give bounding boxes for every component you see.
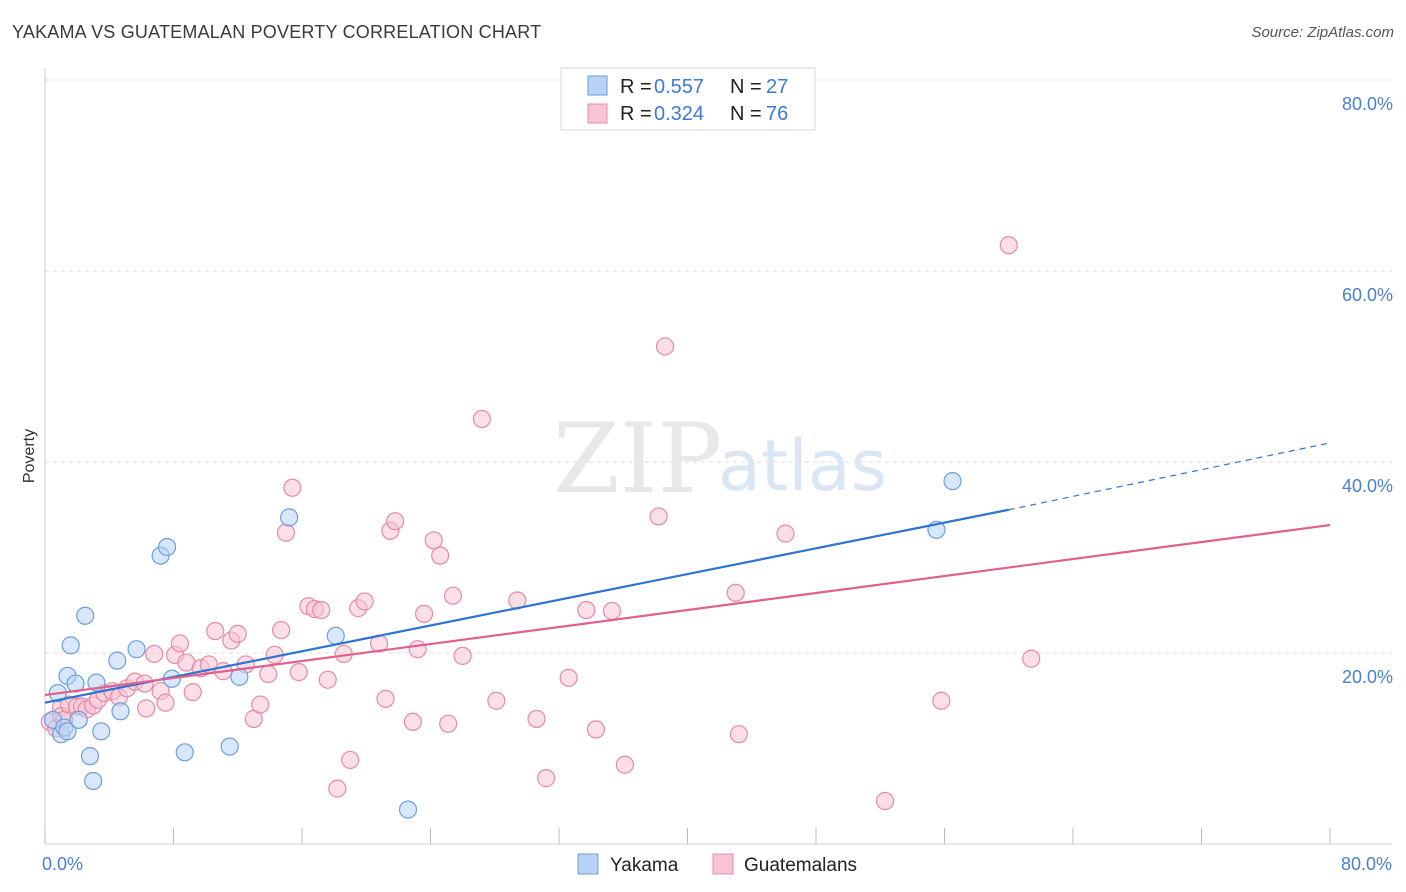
watermark: ZIP atlas bbox=[553, 403, 887, 515]
legend-r-label-guatemalans: R = bbox=[620, 103, 652, 125]
y-tick-label-3: 80.0% bbox=[1342, 94, 1393, 114]
point-guatemalans-77 bbox=[932, 691, 951, 710]
point-guatemalans-17 bbox=[137, 699, 156, 718]
legend-r-value-yakama: 0.557 bbox=[654, 76, 704, 98]
point-guatemalans-69 bbox=[602, 601, 622, 621]
legend-r-value-guatemalans: 0.324 bbox=[654, 103, 704, 125]
point-guatemalans-57 bbox=[431, 546, 450, 565]
bottom-legend-guatemalans: Guatemalans bbox=[744, 855, 857, 876]
point-guatemalans-61 bbox=[472, 409, 491, 429]
point-guatemalans-37 bbox=[276, 523, 296, 542]
point-guatemalans-79 bbox=[1022, 649, 1041, 668]
point-guatemalans-75 bbox=[776, 524, 795, 543]
point-guatemalans-71 bbox=[649, 507, 668, 526]
point-guatemalans-20 bbox=[156, 693, 175, 712]
point-guatemalans-76 bbox=[875, 791, 895, 811]
point-guatemalans-24 bbox=[183, 683, 202, 702]
x-tick-label-1: 80.0% bbox=[1341, 854, 1392, 874]
point-guatemalans-33 bbox=[251, 695, 270, 714]
point-guatemalans-46 bbox=[341, 750, 360, 770]
legend-n-value-guatemalans: 76 bbox=[766, 103, 788, 125]
point-guatemalans-22 bbox=[170, 634, 190, 653]
point-guatemalans-72 bbox=[655, 337, 675, 356]
trend-lines bbox=[44, 442, 1331, 704]
bottom-legend-yakama: Yakama bbox=[610, 855, 679, 876]
point-guatemalans-73 bbox=[726, 583, 745, 602]
bottom-legend-swatch-guatemalans bbox=[712, 853, 734, 875]
point-yakama-14 bbox=[108, 651, 127, 670]
point-yakama-25 bbox=[398, 800, 418, 819]
legend-r-label-yakama: R = bbox=[620, 76, 652, 98]
point-guatemalans-67 bbox=[577, 600, 596, 620]
point-yakama-24 bbox=[326, 626, 345, 645]
point-guatemalans-50 bbox=[376, 689, 395, 708]
axes: 20.0% 40.0% 60.0% 80.0% 0.0% 80.0% bbox=[42, 68, 1393, 874]
series-legend: Yakama Guatemalans bbox=[577, 853, 857, 876]
point-guatemalans-34 bbox=[259, 664, 278, 684]
y-tick-label-1: 40.0% bbox=[1342, 476, 1393, 496]
legend-n-label-guatemalans: N = bbox=[730, 103, 762, 125]
point-guatemalans-48 bbox=[355, 592, 374, 611]
point-guatemalans-59 bbox=[443, 586, 463, 605]
point-guatemalans-30 bbox=[228, 624, 247, 644]
point-guatemalans-56 bbox=[424, 531, 443, 550]
legend-n-label-yakama: N = bbox=[730, 76, 762, 98]
point-guatemalans-36 bbox=[272, 620, 291, 640]
y-tick-label-0: 20.0% bbox=[1342, 667, 1393, 687]
point-guatemalans-43 bbox=[318, 670, 337, 689]
point-guatemalans-18 bbox=[145, 644, 164, 664]
point-guatemalans-53 bbox=[403, 712, 422, 731]
point-guatemalans-66 bbox=[559, 668, 578, 687]
legend-n-value-yakama: 27 bbox=[766, 76, 788, 98]
point-guatemalans-27 bbox=[206, 621, 225, 641]
legend-swatch-yakama bbox=[587, 75, 608, 96]
point-guatemalans-68 bbox=[586, 720, 606, 739]
point-yakama-13 bbox=[92, 722, 111, 741]
point-guatemalans-58 bbox=[439, 714, 458, 733]
point-yakama-15 bbox=[111, 702, 130, 721]
point-yakama-4 bbox=[58, 722, 77, 741]
point-yakama-21 bbox=[220, 737, 239, 756]
chart-title: YAKAMA VS GUATEMALAN POVERTY CORRELATION… bbox=[12, 22, 542, 42]
point-yakama-18 bbox=[157, 537, 177, 557]
point-yakama-9 bbox=[76, 606, 95, 625]
trendline-guatemalans bbox=[44, 523, 1331, 697]
x-tick-label-0: 0.0% bbox=[42, 854, 83, 874]
point-yakama-8 bbox=[69, 710, 88, 729]
y-axis-label: Poverty bbox=[21, 429, 38, 483]
data-points bbox=[40, 236, 1041, 819]
point-yakama-20 bbox=[175, 743, 194, 762]
point-yakama-27 bbox=[943, 472, 962, 491]
y-tick-label-2: 60.0% bbox=[1342, 285, 1393, 305]
point-guatemalans-42 bbox=[312, 600, 331, 620]
point-guatemalans-52 bbox=[386, 512, 405, 531]
trendline-yakama bbox=[44, 508, 1009, 704]
trendline-extension-yakama bbox=[1008, 442, 1331, 511]
point-yakama-16 bbox=[127, 640, 146, 659]
point-yakama-23 bbox=[280, 508, 299, 527]
point-guatemalans-55 bbox=[414, 604, 434, 623]
bottom-legend-swatch-yakama bbox=[577, 853, 599, 875]
point-yakama-11 bbox=[84, 771, 103, 791]
stats-legend: R = 0.557 N = 27 R = 0.324 N = 76 bbox=[560, 67, 816, 131]
point-guatemalans-64 bbox=[527, 709, 546, 728]
point-guatemalans-60 bbox=[453, 646, 472, 665]
point-guatemalans-38 bbox=[283, 478, 302, 497]
point-guatemalans-44 bbox=[328, 779, 347, 798]
point-yakama-10 bbox=[80, 747, 100, 766]
point-guatemalans-70 bbox=[615, 755, 634, 774]
watermark-zip: ZIP bbox=[553, 403, 722, 515]
point-guatemalans-78 bbox=[999, 236, 1018, 255]
point-guatemalans-62 bbox=[487, 691, 506, 710]
point-guatemalans-74 bbox=[729, 725, 749, 744]
source-label: Source: ZipAtlas.com bbox=[1251, 24, 1394, 41]
point-guatemalans-39 bbox=[289, 662, 308, 682]
point-guatemalans-54 bbox=[408, 640, 427, 659]
watermark-atlas: atlas bbox=[718, 425, 887, 507]
point-guatemalans-65 bbox=[537, 769, 556, 788]
legend-swatch-guatemalans bbox=[587, 103, 608, 124]
point-yakama-6 bbox=[61, 636, 80, 655]
